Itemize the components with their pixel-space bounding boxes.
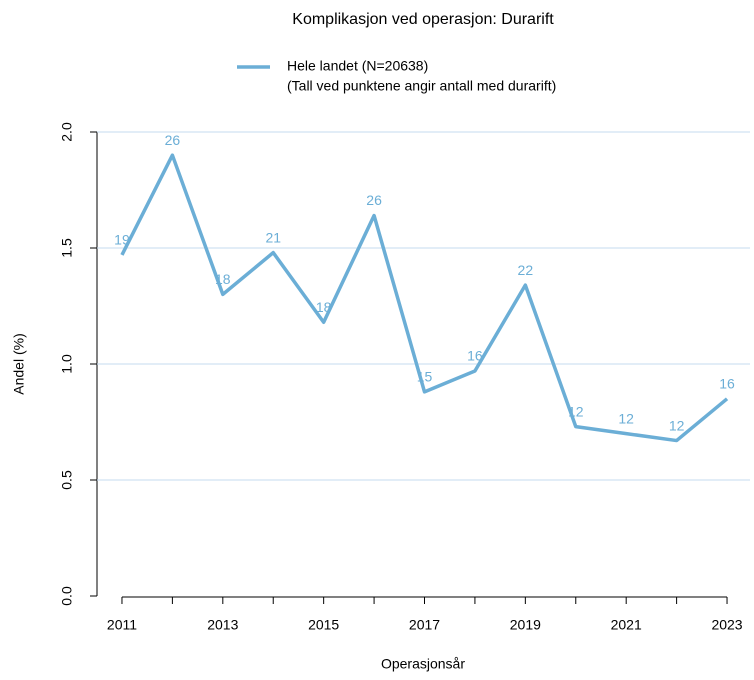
x-axis-title: Operasjonsår	[381, 656, 465, 672]
x-tick-label: 2021	[611, 617, 642, 633]
point-label: 21	[265, 229, 281, 245]
legend-label: Hele landet (N=20638)	[287, 58, 428, 74]
x-tick-label: 2017	[409, 617, 440, 633]
point-label: 18	[215, 271, 231, 287]
point-label: 12	[669, 417, 685, 433]
legend-note: (Tall ved punktene angir antall med dura…	[287, 78, 556, 94]
y-tick-label: 0.5	[59, 470, 75, 490]
y-tick-label: 0.0	[59, 586, 75, 606]
x-tick-label: 2013	[207, 617, 238, 633]
point-label: 15	[417, 369, 433, 385]
point-label: 22	[518, 262, 534, 278]
point-label: 19	[114, 232, 130, 248]
point-label: 16	[719, 376, 735, 392]
point-label: 26	[366, 192, 382, 208]
point-label: 26	[165, 132, 181, 148]
x-tick-label: 2015	[308, 617, 339, 633]
x-tick-label: 2023	[711, 617, 742, 633]
point-label: 18	[316, 299, 332, 315]
point-label: 12	[568, 403, 584, 419]
y-axis-title: Andel (%)	[11, 333, 27, 394]
y-tick-label: 1.5	[59, 238, 75, 258]
x-tick-label: 2019	[510, 617, 541, 633]
x-tick-label: 2011	[107, 617, 137, 633]
y-tick-label: 2.0	[59, 122, 75, 142]
chart-title: Komplikasjon ved operasjon: Durarift	[292, 11, 554, 28]
line	[120, 153, 729, 443]
point-label: 12	[618, 410, 634, 426]
point-label: 16	[467, 348, 483, 364]
y-tick-label: 1.0	[59, 354, 75, 374]
